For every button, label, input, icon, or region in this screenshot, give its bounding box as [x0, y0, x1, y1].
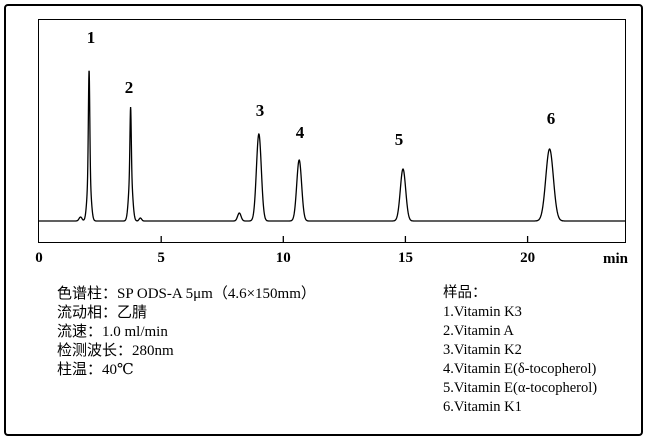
chromatogram-trace-canvas — [39, 70, 625, 242]
condition-wavelength: 检测波长：280nm — [57, 343, 174, 359]
sample-item-2: 2.Vitamin A — [443, 323, 514, 339]
peak-5-label: 5 — [394, 130, 404, 149]
x-axis-tick-label-20: 20 — [520, 250, 536, 266]
signal-trace — [39, 70, 625, 222]
peak-6-label: 6 — [546, 109, 556, 128]
condition-temperature: 柱温：40℃ — [57, 362, 134, 378]
condition-column: 色谱柱：SP ODS-A 5μm（4.6×150mm） — [57, 286, 316, 302]
condition-mobile-phase: 流动相：乙腈 — [57, 305, 148, 321]
peak-1-label: 1 — [86, 28, 96, 47]
sample-item-5: 5.Vitamin E(α-tocopherol) — [443, 380, 598, 396]
x-axis-tick-label-5: 5 — [157, 250, 165, 266]
samples-block: 样品： 1.Vitamin K3 2.Vitamin A 3.Vitamin K… — [443, 284, 597, 417]
x-axis-tick-label-10: 10 — [275, 250, 291, 266]
x-axis-tick-label-15: 15 — [397, 250, 413, 266]
samples-title: 样品： — [443, 285, 487, 301]
conditions-block: 色谱柱：SP ODS-A 5μm（4.6×150mm） 流动相：乙腈 流速：1.… — [57, 285, 316, 380]
condition-flow-rate: 流速：1.0 ml/min — [57, 324, 168, 340]
peak-3-label: 3 — [255, 101, 265, 120]
x-axis-tick-label-0: 0 — [35, 250, 43, 266]
chromatogram-plot-area — [38, 19, 626, 243]
sample-item-4: 4.Vitamin E(δ-tocopherol) — [443, 361, 597, 377]
sample-item-1: 1.Vitamin K3 — [443, 304, 522, 320]
sample-item-3: 3.Vitamin K2 — [443, 342, 522, 358]
x-axis-unit-label: min — [603, 251, 629, 267]
peak-2-label: 2 — [124, 78, 134, 97]
peak-4-label: 4 — [295, 123, 305, 142]
sample-item-6: 6.Vitamin K1 — [443, 399, 522, 415]
